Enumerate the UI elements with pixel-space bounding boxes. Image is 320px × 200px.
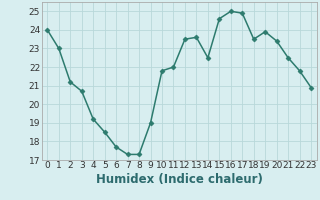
X-axis label: Humidex (Indice chaleur): Humidex (Indice chaleur) [96, 173, 263, 186]
